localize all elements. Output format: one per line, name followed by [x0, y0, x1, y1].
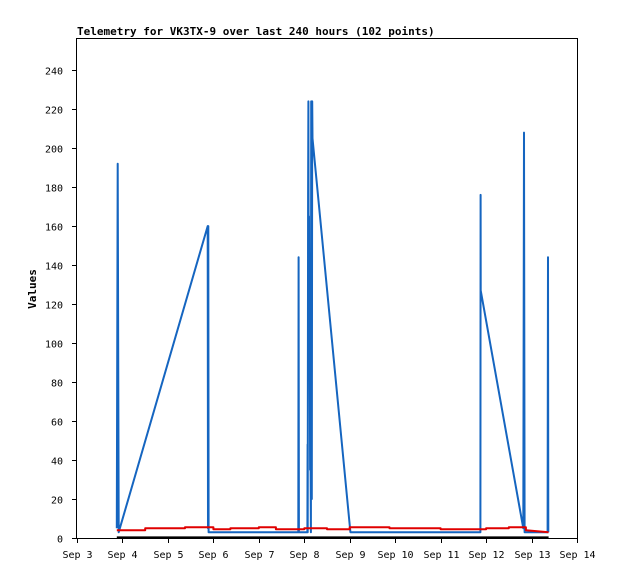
y-tick-label: 40 — [51, 457, 63, 468]
y-tick-label: 80 — [51, 379, 63, 390]
y-tick-label: 120 — [45, 301, 63, 312]
plot-frame — [76, 38, 578, 539]
x-tick-label: Sep 7 — [244, 550, 274, 561]
y-tick-label: 220 — [45, 106, 63, 117]
series-layer — [115, 100, 550, 539]
x-tick-label: Sep 6 — [198, 550, 228, 561]
x-axis: Sep 3 Sep 4 Sep 5 Sep 6 Sep 7 Sep 8 Sep 9 Sep 1… — [62, 538, 596, 561]
x-tick-label: Sep 8 — [289, 550, 319, 561]
y-tick-label: 100 — [45, 340, 63, 351]
x-tick-label: Sep 11 — [423, 550, 459, 561]
x-tick-label: Sep 4 — [107, 550, 137, 561]
y-axis: 0 20 40 60 80 100 120 140 160 180 200 220 240 — [45, 67, 77, 546]
x-tick-label: Sep 9 — [335, 550, 365, 561]
chart-title: Telemetry for VK3TX-9 over last 240 hour… — [77, 25, 435, 38]
y-tick-label: 0 — [57, 535, 63, 546]
series-line-2 — [116, 526, 549, 534]
x-tick-label: Sep 10 — [377, 550, 413, 561]
x-tick-label: Sep 13 — [514, 550, 550, 561]
y-tick-label: 60 — [51, 418, 63, 429]
y-tick-label: 140 — [45, 262, 63, 273]
series-line-1 — [115, 100, 550, 534]
y-tick-label: 180 — [45, 184, 63, 195]
x-tick-label: Sep 14 — [559, 550, 595, 561]
x-tick-label: Sep 5 — [153, 550, 183, 561]
y-tick-label: 160 — [45, 223, 63, 234]
y-tick-label: 20 — [51, 496, 63, 507]
y-tick-label: 240 — [45, 67, 63, 78]
x-tick-label: Sep 3 — [62, 550, 92, 561]
x-tick-label: Sep 12 — [468, 550, 504, 561]
y-axis-label: Values — [26, 269, 39, 309]
y-tick-label: 200 — [45, 145, 63, 156]
